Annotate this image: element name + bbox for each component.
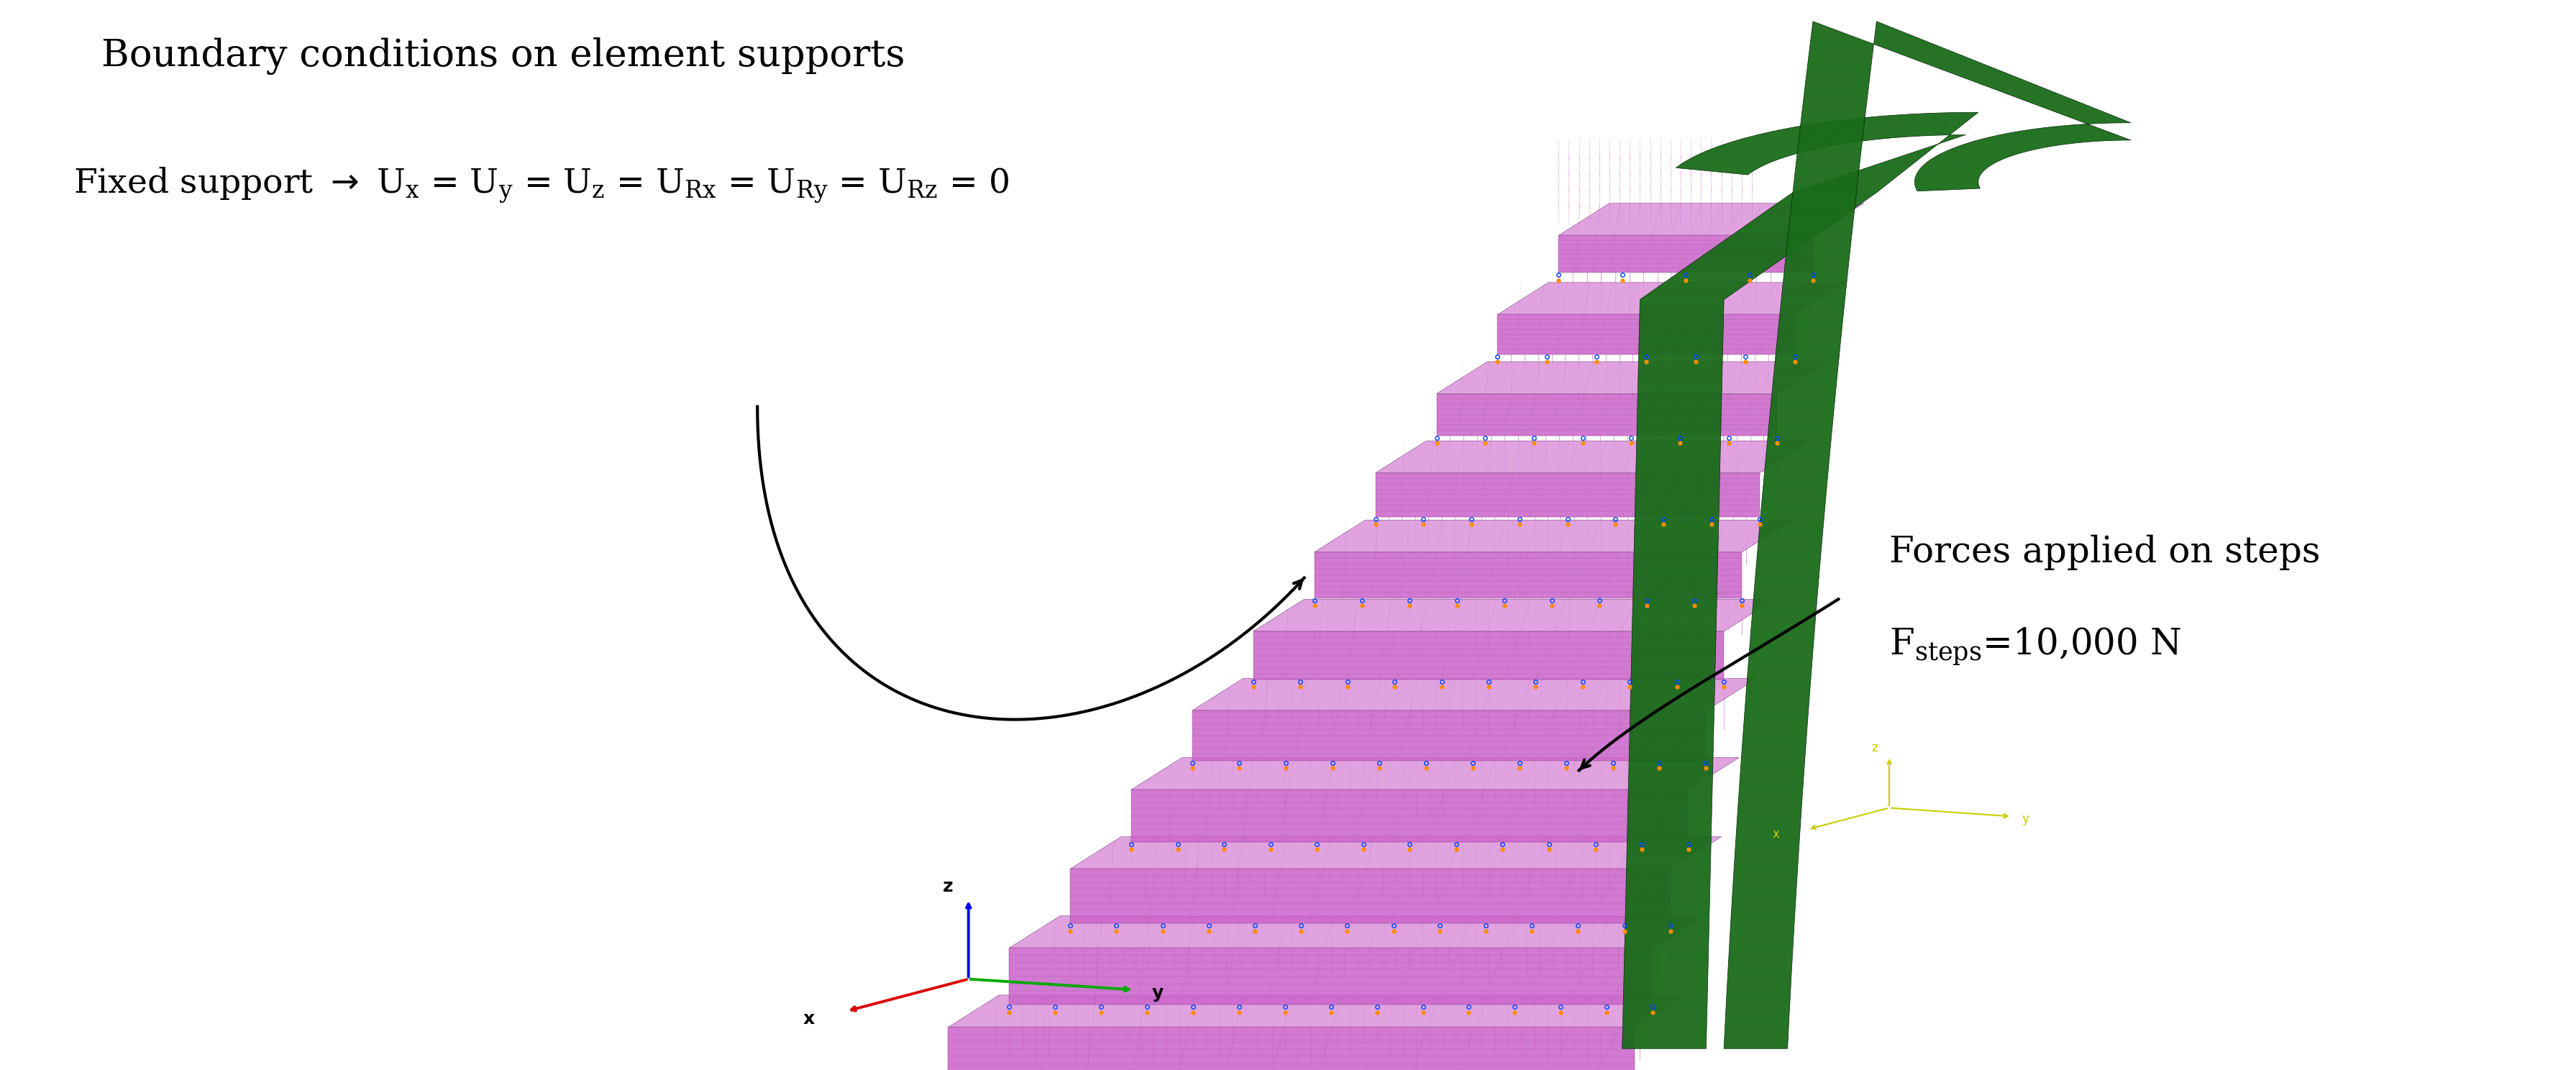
Text: x: x: [804, 1010, 814, 1027]
Polygon shape: [1010, 948, 1654, 1005]
Polygon shape: [1376, 473, 1759, 517]
Polygon shape: [948, 1027, 1636, 1070]
Polygon shape: [1437, 362, 1829, 394]
Text: y: y: [1151, 984, 1164, 1002]
Polygon shape: [948, 995, 1685, 1027]
Polygon shape: [1314, 520, 1793, 552]
Polygon shape: [1558, 235, 1814, 273]
Polygon shape: [1255, 599, 1775, 631]
Polygon shape: [1623, 112, 1978, 1049]
Polygon shape: [1497, 282, 1847, 315]
Polygon shape: [1193, 678, 1757, 710]
Polygon shape: [1131, 758, 1739, 790]
Polygon shape: [1497, 315, 1795, 354]
Text: Fixed support $\rightarrow$ U$_\mathregular{x}$ = U$_\mathregular{y}$ = U$_\math: Fixed support $\rightarrow$ U$_\mathregu…: [72, 166, 1010, 204]
Text: y: y: [2022, 813, 2030, 826]
Polygon shape: [1723, 21, 2130, 1049]
Polygon shape: [1069, 837, 1721, 869]
Text: x: x: [1772, 828, 1780, 841]
Polygon shape: [1131, 790, 1687, 842]
Polygon shape: [1255, 631, 1723, 679]
Polygon shape: [1010, 916, 1703, 948]
Polygon shape: [1558, 203, 1865, 235]
Polygon shape: [1193, 710, 1705, 761]
Text: z: z: [943, 877, 953, 895]
Polygon shape: [1437, 394, 1777, 435]
Polygon shape: [1069, 869, 1669, 923]
Text: z: z: [1870, 742, 1878, 754]
Text: F$_\mathregular{steps}$=10,000 N: F$_\mathregular{steps}$=10,000 N: [1888, 626, 2182, 667]
Polygon shape: [1376, 441, 1811, 473]
Polygon shape: [1314, 552, 1741, 598]
Text: Boundary conditions on element supports: Boundary conditions on element supports: [100, 37, 904, 75]
Text: Forces applied on steps: Forces applied on steps: [1888, 535, 2321, 570]
